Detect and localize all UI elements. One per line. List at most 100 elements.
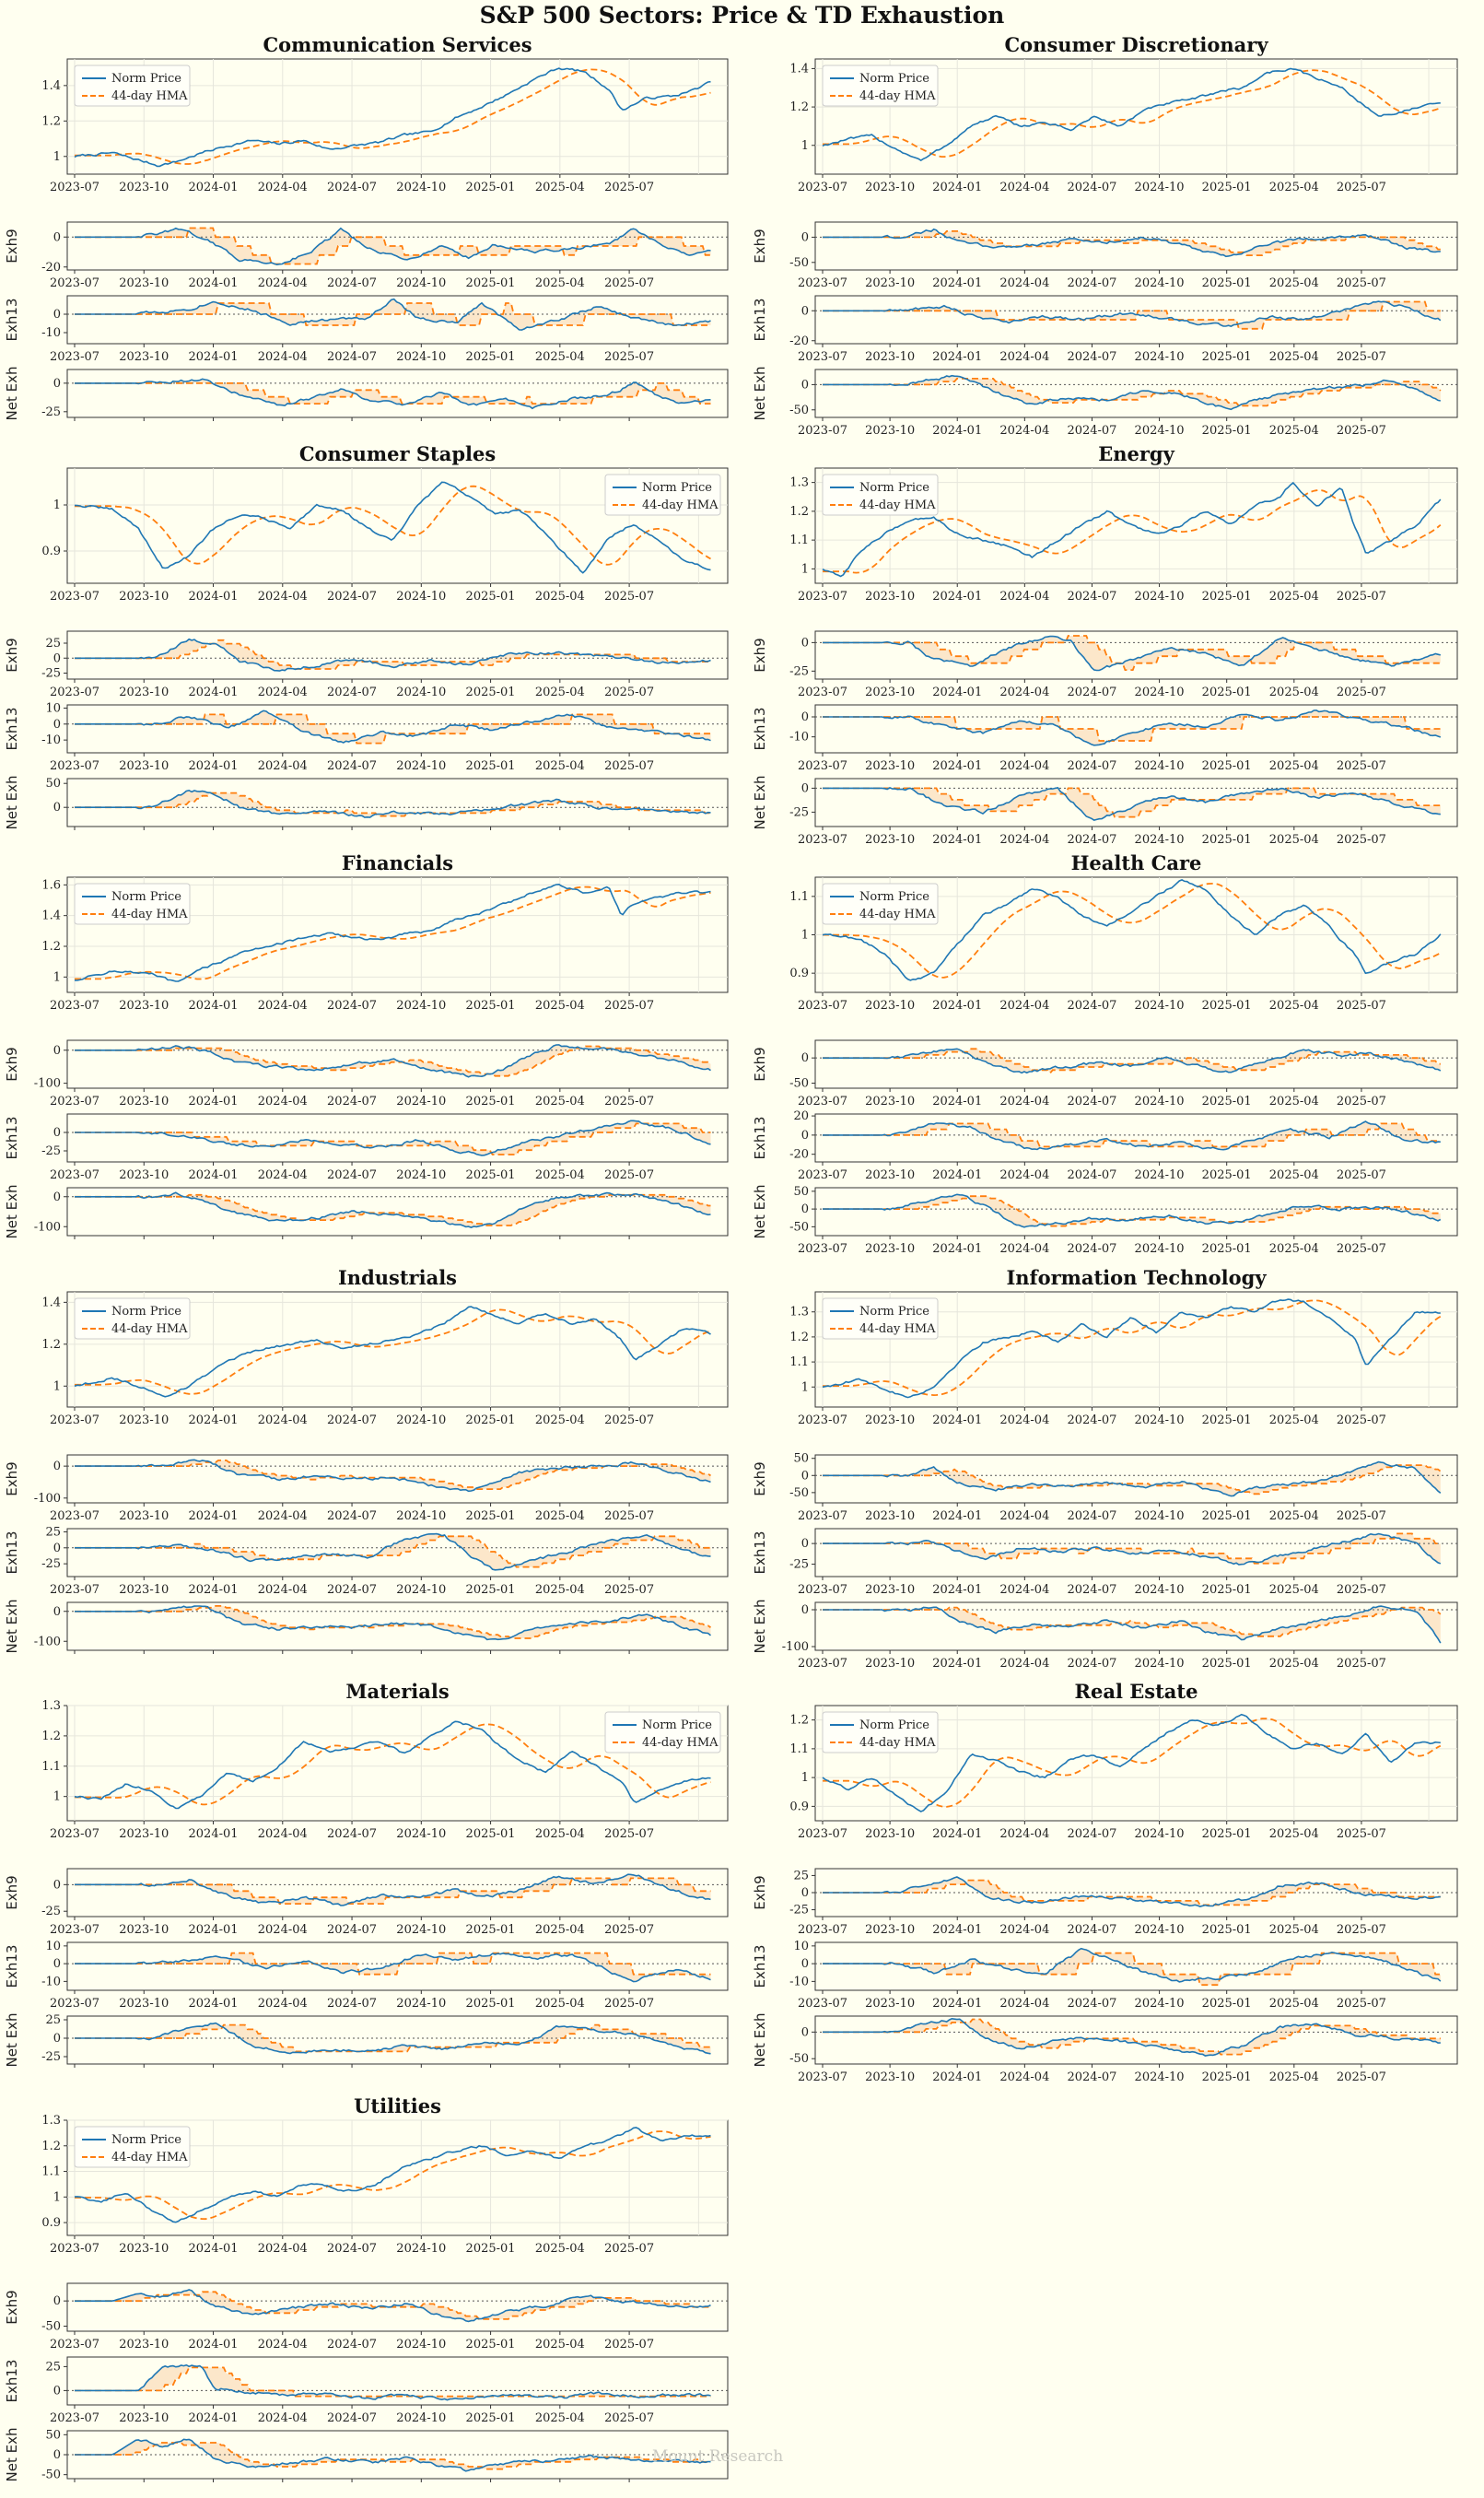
energy-price-ytick-label-2: 1.2 — [789, 505, 809, 519]
utilities-price-ytick-label-2: 1.1 — [41, 2165, 61, 2179]
financials-exh13-xtick-label-8: 2025-07 — [604, 1168, 654, 1182]
real-estate-net-panel: -50 0 2023-07 2023-10 2024-01 2024-04 2024-07 2… — [752, 2013, 1458, 2084]
materials-price-ytick-label-1: 1.1 — [41, 1760, 61, 1774]
communication-services-exh9-xtick-label-6: 2025-01 — [466, 276, 516, 290]
information-technology-net-xtick-label-7: 2025-04 — [1269, 1657, 1319, 1671]
information-technology-price-ytick-label-2: 1.2 — [789, 1331, 809, 1344]
communication-services-exh13-ytick-label-1: 0 — [53, 308, 61, 322]
utilities-exh9-frame — [66, 2282, 729, 2332]
energy-exh9-xtick-label-8: 2025-07 — [1337, 686, 1386, 699]
consumer-staples-price-xtick-label-2: 2024-01 — [189, 590, 239, 604]
energy-price-panel: 1 1.1 1.2 1.3 2023-07 2023-10 2024-01 2024-04 20… — [789, 467, 1458, 604]
communication-services-exh9-ytick-label-1: 0 — [53, 230, 61, 244]
consumer-staples-net-panel: 0 50 Net Exh — [4, 776, 729, 830]
industrials-chart: Industrials 1 1.2 1.4 2023-07 2023-10 2024-01 2… — [4, 1266, 729, 1654]
information-technology-exh13-xtick-label-2: 2024-01 — [932, 1583, 982, 1597]
consumer-staples-exh13-ylabel: Exh13 — [4, 708, 20, 751]
information-technology-price-xtick-label-3: 2024-04 — [999, 1413, 1049, 1427]
materials-legend: Norm Price 44-day HMA — [604, 1711, 721, 1753]
financials-exh13-xtick-label-6: 2025-01 — [466, 1168, 516, 1182]
real-estate-exh9-plot — [815, 1876, 1457, 1907]
health-care-net-ytick-label-2: 50 — [793, 1185, 809, 1199]
financials-exh9-xtick-label-4: 2024-07 — [327, 1095, 377, 1108]
real-estate-price-xtick-label-5: 2024-10 — [1135, 1827, 1185, 1841]
real-estate-exh13-xtick-label-5: 2024-10 — [1135, 1997, 1185, 2011]
industrials-exh9-xtick-label-3: 2024-04 — [258, 1509, 308, 1523]
industrials-price-xtick-label-2: 2024-01 — [189, 1413, 239, 1427]
energy-net-fill — [823, 787, 1441, 821]
health-care-exh13-xtick-label-4: 2024-07 — [1067, 1168, 1116, 1182]
health-care-price-xtick-label-2: 2024-01 — [932, 999, 982, 1013]
utilities-exh9-panel: -50 0 2023-07 2023-10 2024-01 2024-04 2024-07 2… — [4, 2282, 729, 2351]
industrials-price-xtick-label-6: 2025-01 — [466, 1413, 516, 1427]
communication-services-price-panel: 1 1.2 1.4 2023-07 2023-10 2024-01 2024-04 2024-… — [41, 58, 729, 194]
energy-exh13-xtick-label-4: 2024-07 — [1067, 759, 1116, 773]
consumer-discretionary-exh13-fill — [823, 301, 1441, 329]
consumer-discretionary-price-ytick-label-2: 1.4 — [789, 62, 809, 76]
consumer-staples-price-xtick-label-3: 2024-04 — [258, 590, 308, 604]
utilities-net-ylabel: Net Exh — [4, 2428, 20, 2482]
energy-exh13-xtick-label-0: 2023-07 — [798, 759, 847, 773]
communication-services-exh13-xtick-label-4: 2024-07 — [327, 350, 377, 364]
financials-exh13-ytick-label-0: -25 — [41, 1144, 61, 1158]
financials-price-ytick-label-3: 1.6 — [41, 878, 61, 892]
consumer-discretionary-price-xtick-label-4: 2024-07 — [1067, 181, 1116, 194]
consumer-staples-exh9-fill — [75, 639, 711, 672]
financials-exh9-xtick-label-0: 2023-07 — [50, 1095, 99, 1108]
real-estate-exh13-hma-line — [823, 1952, 1441, 1987]
information-technology-exh13-xtick-label-5: 2024-10 — [1135, 1583, 1185, 1597]
financials-exh13-plot — [67, 1120, 728, 1156]
consumer-discretionary-exh13-ytick-label-0: -20 — [789, 334, 809, 348]
materials-net-price-line — [75, 2022, 711, 2055]
information-technology-exh9-hma-line — [823, 1464, 1442, 1495]
information-technology-exh13-panel: -25 0 2023-07 2023-10 2024-01 2024-04 2024-07 2… — [752, 1528, 1458, 1597]
information-technology-price-xtick-label-1: 2023-10 — [865, 1413, 915, 1427]
energy-exh13-ytick-label-0: -10 — [789, 731, 809, 745]
materials-price-ytick-label-0: 1 — [53, 1790, 61, 1804]
utilities-price-xtick-label-8: 2025-07 — [604, 2242, 654, 2256]
consumer-discretionary-legend-hma-label: 44-day HMA — [859, 89, 936, 103]
utilities-exh9-xtick-label-0: 2023-07 — [50, 2338, 99, 2351]
financials-exh9-xtick-label-5: 2024-10 — [396, 1095, 446, 1108]
industrials-exh13-xtick-label-8: 2025-07 — [604, 1583, 654, 1597]
financials-net-plot — [67, 1191, 728, 1228]
information-technology-chart: Information Technology 1 1.1 1.2 1.3 2023-07 2… — [752, 1266, 1458, 1671]
materials-price-price-line — [74, 1720, 711, 1810]
health-care-exh13-fill — [823, 1121, 1441, 1150]
communication-services-exh13-xtick-label-3: 2024-04 — [258, 350, 308, 364]
communication-services-exh13-xtick-label-2: 2024-01 — [189, 350, 239, 364]
consumer-discretionary-exh9-ylabel: Exh9 — [752, 229, 768, 263]
industrials-exh9-xtick-label-0: 2023-07 — [50, 1509, 99, 1523]
communication-services-net-ytick-label-1: 0 — [53, 377, 61, 391]
real-estate-net-xtick-label-1: 2023-10 — [865, 2070, 915, 2084]
health-care-exh13-ylabel: Exh13 — [752, 1117, 768, 1160]
consumer-discretionary-exh9-plot — [815, 228, 1457, 258]
information-technology-exh9-xtick-label-8: 2025-07 — [1337, 1509, 1386, 1523]
utilities-price-xtick-label-5: 2024-10 — [396, 2242, 446, 2256]
consumer-discretionary-exh13-xtick-label-2: 2024-01 — [932, 350, 982, 364]
financials-exh13-frame — [66, 1113, 729, 1163]
financials-exh13-xtick-label-2: 2024-01 — [189, 1168, 239, 1182]
energy-exh13-ytick-label-1: 0 — [801, 710, 809, 724]
communication-services-exh13-ylabel: Exh13 — [4, 299, 20, 342]
utilities-exh13-xtick-label-6: 2025-01 — [466, 2411, 516, 2425]
utilities-legend: Norm Price 44-day HMA — [74, 2126, 191, 2168]
materials-exh9-xtick-label-4: 2024-07 — [327, 1923, 377, 1937]
consumer-staples-exh9-xtick-label-1: 2023-10 — [119, 686, 169, 699]
industrials-exh9-fill — [75, 1460, 711, 1492]
consumer-staples-exh9-plot — [67, 638, 728, 672]
consumer-discretionary-net-fill — [823, 375, 1441, 410]
communication-services-net-hma-line — [75, 382, 711, 405]
health-care-exh9-xtick-label-4: 2024-07 — [1067, 1095, 1116, 1108]
financials-exh9-ytick-label-0: -100 — [34, 1077, 61, 1091]
information-technology-price-xtick-label-5: 2024-10 — [1135, 1413, 1185, 1427]
financials-price-xtick-label-0: 2023-07 — [50, 999, 99, 1013]
energy-price-xtick-label-5: 2024-10 — [1135, 590, 1185, 604]
energy-net-ytick-label-0: -25 — [789, 805, 809, 819]
consumer-staples-exh9-hma-line — [75, 639, 711, 670]
consumer-staples-net-ytick-label-0: 0 — [53, 801, 61, 815]
materials-price-xtick-label-8: 2025-07 — [604, 1827, 654, 1841]
health-care-exh13-plot — [815, 1120, 1457, 1151]
consumer-discretionary-price-xtick-label-2: 2024-01 — [932, 181, 982, 194]
information-technology-exh9-ytick-label-1: 0 — [801, 1469, 809, 1483]
